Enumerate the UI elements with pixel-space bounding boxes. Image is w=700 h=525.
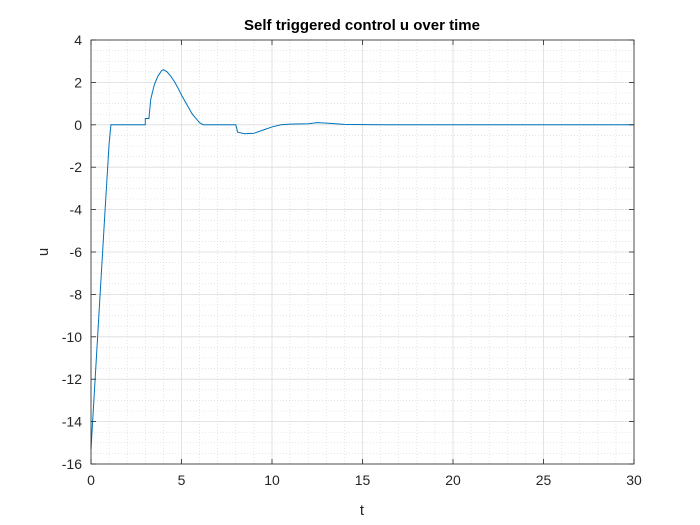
y-tick-label: 4 bbox=[74, 32, 82, 48]
y-tick-label: -4 bbox=[70, 202, 83, 218]
x-axis-ticks: 0 5 10 15 20 25 30 bbox=[87, 40, 642, 488]
y-tick-label: -2 bbox=[70, 159, 83, 175]
y-axis-label: u bbox=[35, 248, 52, 256]
x-tick-label: 15 bbox=[355, 472, 371, 488]
x-tick-label: 0 bbox=[87, 472, 95, 488]
y-tick-label: 0 bbox=[74, 117, 82, 133]
y-axis-ticks: -16 -14 -12 -10 -8 -6 -4 -2 0 2 4 bbox=[62, 32, 634, 472]
y-tick-label: -8 bbox=[70, 286, 83, 302]
y-tick-label: -12 bbox=[62, 371, 82, 387]
x-tick-label: 10 bbox=[264, 472, 280, 488]
y-tick-label: -6 bbox=[70, 244, 83, 260]
y-tick-label: 2 bbox=[74, 74, 82, 90]
y-tick-label: -16 bbox=[62, 456, 82, 472]
x-tick-label: 20 bbox=[445, 472, 461, 488]
x-tick-label: 30 bbox=[626, 472, 642, 488]
y-tick-label: -10 bbox=[62, 329, 82, 345]
x-axis-label: t bbox=[360, 502, 365, 519]
x-tick-label: 25 bbox=[536, 472, 552, 488]
y-tick-label: -14 bbox=[62, 414, 82, 430]
series-line-u bbox=[90, 69, 634, 450]
x-tick-label: 5 bbox=[178, 472, 186, 488]
chart-title: Self triggered control u over time bbox=[244, 17, 480, 34]
